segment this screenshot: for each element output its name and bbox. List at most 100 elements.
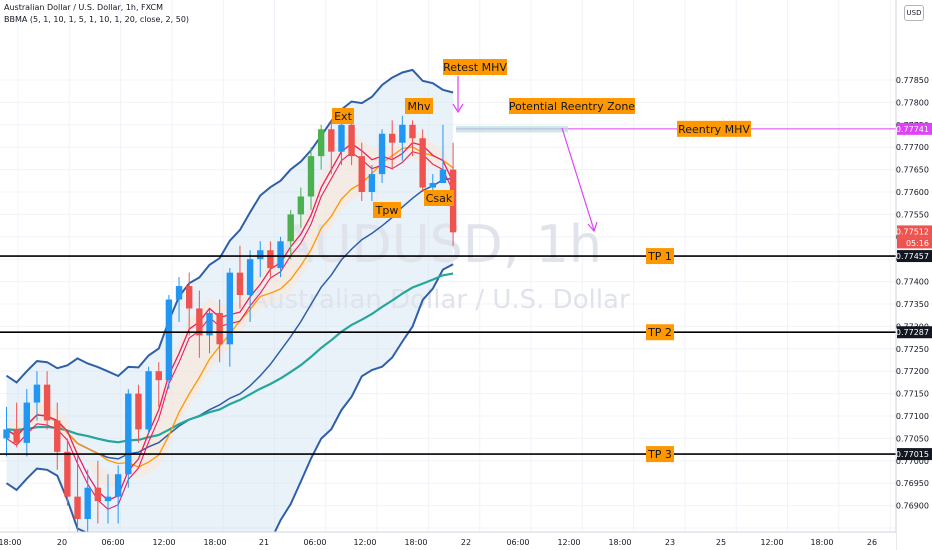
candle-body — [33, 384, 41, 403]
price-tick-label: 0.77700 — [896, 143, 929, 152]
time-axis-bg — [0, 532, 896, 550]
time-tick-label: 18:00 — [203, 538, 226, 547]
candle-body — [64, 451, 71, 497]
price-label-bg — [897, 122, 932, 135]
candle-body — [175, 286, 183, 300]
candle-body — [277, 241, 284, 269]
candle-body — [84, 487, 91, 520]
price-tick-label: 0.76950 — [896, 479, 929, 488]
zone-label: Potential Reentry Zone — [509, 100, 635, 113]
tp-label-3: TP 3 — [647, 448, 672, 461]
chart-title: Australian Dollar / U.S. Dollar, 1h, FXC… — [4, 3, 164, 12]
annotation-layer: TP 1 TP 2 TP 3 Reentry MHV Potential Reentry… — [0, 59, 896, 463]
candle-body — [358, 156, 365, 192]
price-label-bg — [897, 250, 932, 263]
annotation-tpw: Tpw — [375, 204, 399, 217]
candle-body — [267, 250, 274, 269]
price-tick-label: 0.77600 — [896, 188, 929, 197]
time-tick-label: 20 — [57, 538, 67, 547]
time-tick-label: 18:00 — [404, 538, 427, 547]
reentry-zone — [456, 126, 568, 133]
price-label: 0.77015 — [896, 450, 929, 459]
annotation-tpw-bg — [373, 202, 401, 218]
price-label: 0.77457 — [896, 252, 929, 261]
time-tick-label: 18:00 — [810, 538, 833, 547]
price-tick-label: 0.77200 — [896, 367, 929, 376]
candle-body — [13, 429, 20, 443]
annotation-ext: Ext — [334, 110, 352, 123]
countdown-bg — [897, 237, 932, 249]
target-arrow-shaft — [561, 127, 595, 231]
reentry-label-bg — [677, 120, 751, 137]
tp-label-2-bg — [646, 324, 674, 341]
candlestick-series — [3, 115, 457, 532]
indicator-legend[interactable]: BBMA (5, 1, 10, 1, 5, 1, 10, 1, 20, clos… — [4, 15, 190, 24]
candle-body — [94, 487, 102, 502]
candle-body — [338, 124, 345, 152]
candle-body — [104, 496, 112, 502]
candle-body — [328, 129, 335, 152]
candle-body — [399, 124, 406, 143]
price-tick-label: 0.77650 — [896, 166, 929, 175]
candle-body — [368, 174, 376, 192]
candle-body — [389, 133, 396, 143]
tp-label-1-bg — [646, 248, 674, 265]
price-label: 0.77287 — [896, 328, 929, 337]
time-tick-label: 06:00 — [101, 538, 124, 547]
candle-body — [206, 312, 213, 336]
candle-body — [378, 133, 386, 175]
time-tick-label: 18:00 — [0, 538, 22, 547]
candle-body — [23, 402, 30, 443]
candle-body — [257, 250, 264, 260]
time-tick-label: 12:00 — [557, 538, 580, 547]
price-tick-label: 0.77550 — [896, 210, 929, 219]
price-label-bg — [897, 225, 932, 238]
candle-body — [307, 156, 315, 197]
time-tick-label: 12:00 — [353, 538, 376, 547]
time-tick-label: 22 — [461, 538, 471, 547]
price-axis[interactable]: 0.778500.778000.777500.777000.776500.776… — [895, 0, 932, 550]
price-tick-label: 0.77100 — [896, 412, 929, 421]
time-tick-label: 21 — [259, 538, 269, 547]
candle-body — [145, 371, 152, 430]
candle-body — [114, 474, 122, 497]
time-axis[interactable]: 18:00 20 06:00 12:00 18:00 21 06:00 12:00 18:00 2… — [0, 531, 896, 550]
zone-label-bg — [509, 98, 635, 114]
currency-button[interactable]: USD — [904, 5, 924, 21]
tp-label-2: TP 2 — [647, 326, 672, 339]
annotation-mhv-bg — [405, 98, 433, 114]
candle-body — [74, 496, 81, 520]
price-tick-label: 0.76900 — [896, 502, 929, 511]
target-arrow-head — [587, 221, 598, 233]
candle-body — [246, 259, 254, 296]
watermark-symbol: AUDUSD, 1h — [278, 215, 602, 275]
candle-body — [297, 196, 305, 215]
tp-label-1: TP 1 — [647, 250, 672, 263]
reentry-label: Reentry MHV — [678, 123, 750, 136]
time-tick-label: 06:00 — [303, 538, 326, 547]
price-tick-label: 0.77800 — [896, 98, 929, 107]
candle-body — [54, 420, 61, 452]
price-tick-label: 0.77400 — [896, 278, 929, 287]
bar-countdown: 05:16 — [906, 239, 929, 248]
annotation-retest-mhv: Retest MHV — [443, 61, 507, 74]
price-tick-label: 0.77850 — [896, 76, 929, 85]
annotation-ext-bg — [332, 108, 354, 124]
candle-body — [409, 124, 416, 139]
time-tick-label: 25 — [716, 538, 726, 547]
price-label-bg — [897, 326, 932, 339]
tp-label-3-bg — [646, 446, 674, 463]
candle-body — [135, 393, 142, 430]
time-tick-label: 23 — [665, 538, 675, 547]
candle-body — [165, 299, 173, 381]
retest-arrow-head — [452, 103, 464, 114]
price-tick-label: 0.77350 — [896, 300, 929, 309]
time-tick-label: 06:00 — [506, 538, 529, 547]
time-tick-label: 18:00 — [608, 538, 631, 547]
candle-body — [155, 371, 162, 381]
candle-body — [419, 138, 426, 188]
price-tick-label: 0.77250 — [896, 345, 929, 354]
candle-body — [236, 272, 244, 296]
candle-body — [196, 308, 203, 336]
